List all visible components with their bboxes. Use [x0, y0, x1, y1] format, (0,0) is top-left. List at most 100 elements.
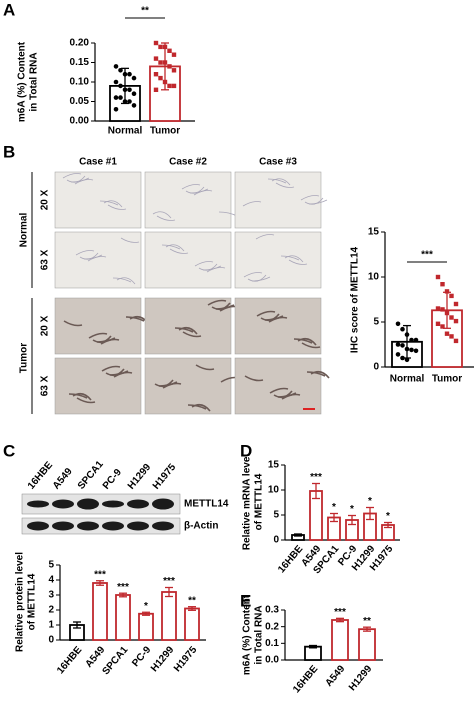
- blot-band: [27, 521, 49, 531]
- data-point: [400, 355, 405, 361]
- band-label: β-Actin: [184, 521, 218, 532]
- data-point: [127, 99, 132, 104]
- data-point: [440, 282, 445, 287]
- tissue-strand: [195, 364, 215, 371]
- y-tick-label: 5: [48, 560, 54, 571]
- y-tick-label: 10: [268, 485, 280, 496]
- data-point: [444, 310, 450, 316]
- panel-letter: B: [3, 142, 15, 161]
- tissue-strand: [169, 248, 189, 254]
- panel-letter: E: [240, 591, 251, 610]
- tissue-strand: [99, 200, 119, 206]
- tissue-strand: [293, 338, 313, 344]
- data-point: [395, 321, 401, 327]
- data-point: [131, 103, 137, 108]
- blot-band: [152, 521, 174, 531]
- significance: ***: [334, 607, 346, 618]
- data-point: [395, 342, 401, 347]
- y-tick-label: 0.15: [70, 57, 90, 68]
- data-point: [435, 306, 441, 311]
- tissue-strand: [255, 234, 275, 240]
- tissue-strand: [271, 178, 291, 186]
- tissue-strand: [308, 199, 328, 205]
- data-point: [449, 334, 454, 339]
- blot-band: [102, 521, 124, 531]
- data-point: [444, 331, 450, 336]
- y-tick-label: 10: [368, 272, 380, 283]
- data-point: [113, 79, 119, 85]
- y-tick-label: 0.1: [265, 638, 279, 649]
- tissue-strand: [116, 277, 136, 285]
- data-point: [435, 274, 441, 280]
- tissue-strand: [243, 272, 263, 278]
- group-label: Tumor: [19, 343, 30, 373]
- tissue-strand: [194, 261, 214, 267]
- column-header: Case #1: [79, 157, 117, 168]
- y-tick-label: 0: [273, 535, 279, 546]
- ihc-image: [234, 231, 322, 289]
- significance: *: [386, 511, 390, 522]
- data-point: [153, 72, 159, 77]
- significance: ***: [163, 576, 175, 587]
- bar: [115, 594, 131, 641]
- x-tick-label: H1975: [172, 644, 200, 674]
- y-axis-title: in Total RNA: [254, 605, 265, 664]
- data-point: [171, 52, 177, 57]
- tissue-strand: [288, 259, 308, 265]
- lane-label: PC-9: [101, 467, 124, 492]
- panel-letter: D: [240, 441, 252, 460]
- tissue-strand: [103, 200, 123, 208]
- data-point: [171, 68, 177, 73]
- tissue-strand: [306, 371, 326, 377]
- significance: ***: [94, 569, 106, 580]
- x-tick-label: Tumor: [150, 126, 180, 137]
- y-tick-label: 2: [48, 605, 54, 616]
- tissue-strand: [162, 382, 182, 389]
- data-point: [162, 44, 168, 50]
- significance: *: [350, 504, 354, 515]
- x-tick-label: 16HBE: [55, 644, 84, 676]
- data-point: [444, 289, 450, 294]
- row-label: 63 X: [40, 375, 51, 396]
- data-point: [167, 64, 172, 69]
- tissue-strand: [174, 327, 194, 333]
- tissue-strand: [156, 215, 176, 221]
- y-tick-label: 0: [373, 362, 379, 373]
- y-tick-label: 0.3: [265, 605, 279, 616]
- y-axis-title: Relative mRNA level: [242, 454, 253, 551]
- tissue-strand: [101, 365, 121, 372]
- data-point: [113, 107, 119, 112]
- tissue-strand: [193, 190, 213, 196]
- tissue-strand: [251, 276, 271, 282]
- x-tick-label: 16HBE: [291, 663, 320, 695]
- tissue-strand: [161, 244, 181, 250]
- data-point: [171, 83, 177, 89]
- data-point: [162, 60, 168, 65]
- tissue-strand: [178, 326, 198, 335]
- x-tick-label: H1299: [149, 644, 177, 674]
- data-point: [122, 71, 128, 77]
- lane-label: 16HBE: [26, 460, 55, 492]
- tissue-strand: [206, 267, 226, 273]
- data-point: [400, 326, 405, 332]
- bar: [138, 612, 154, 641]
- lane-label: H1975: [151, 462, 179, 492]
- y-tick-label: 0.05: [70, 96, 90, 107]
- tissue-strand: [63, 320, 83, 327]
- tissue-strand: [181, 184, 201, 190]
- data-point: [127, 71, 132, 77]
- tissue-strand: [207, 299, 227, 306]
- bar: [358, 628, 376, 661]
- tissue-strand: [268, 316, 288, 323]
- data-point: [167, 83, 172, 89]
- ihc-image: [54, 357, 142, 415]
- x-tick-label: SPCA1: [100, 644, 130, 677]
- x-tick-label: Tumor: [432, 374, 462, 385]
- bar: [184, 607, 200, 641]
- tissue-strand: [74, 179, 94, 185]
- tissue-strand: [125, 316, 145, 322]
- tissue-strand: [310, 370, 330, 379]
- tissue-strand: [100, 338, 120, 345]
- y-tick-label: 0.00: [70, 116, 90, 127]
